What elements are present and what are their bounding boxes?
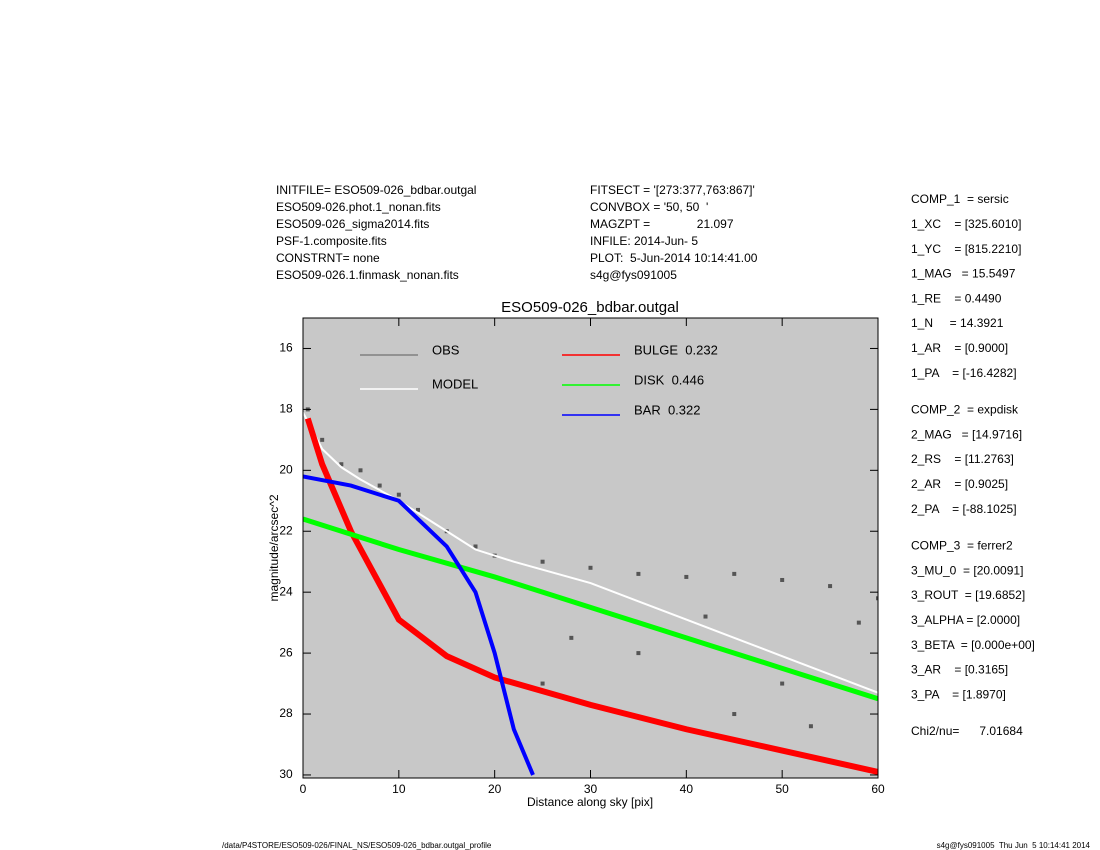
parameter: 3_MU_0 = [20.0091] xyxy=(911,563,1023,577)
parameter: COMP_2 = expdisk xyxy=(911,403,1019,417)
header-line: INITFILE= ESO509-026_bdbar.outgal xyxy=(276,183,476,197)
y-tick-label: 18 xyxy=(279,402,293,416)
x-axis-label: Distance along sky [pix] xyxy=(527,795,653,809)
model-line xyxy=(303,411,878,694)
obs-point xyxy=(540,681,545,686)
y-tick-label: 22 xyxy=(279,523,293,537)
footer-path: /data/P4STORE/ESO509-026/FINAL_NS/ESO509… xyxy=(222,841,492,850)
model-line xyxy=(304,417,878,775)
parameter: 2_AR = [0.9025] xyxy=(911,477,1008,491)
parameter: 3_ALPHA = [2.0000] xyxy=(911,613,1020,627)
footer-stamp: s4g@fys091005 Thu Jun 5 10:14:41 2014 xyxy=(937,841,1091,850)
obs-point xyxy=(396,492,401,497)
obs-point xyxy=(780,681,785,686)
parameter: 2_PA = [-88.1025] xyxy=(911,502,1017,516)
obs-point xyxy=(732,571,737,576)
obs-point xyxy=(473,544,478,549)
parameter: Chi2/nu= 7.01684 xyxy=(911,724,1023,738)
parameter: COMP_3 = ferrer2 xyxy=(911,539,1013,553)
parameter: 1_AR = [0.9000] xyxy=(911,341,1008,355)
legend-label: DISK 0.446 xyxy=(634,372,704,387)
obs-point xyxy=(636,651,641,656)
y-tick-label: 30 xyxy=(279,767,293,781)
y-tick-label: 16 xyxy=(279,341,293,355)
plot xyxy=(302,317,879,779)
y-tick-label: 24 xyxy=(279,584,293,598)
header-line: CONVBOX = '50, 50 ' xyxy=(590,200,708,214)
parameter: 1_PA = [-16.4282] xyxy=(911,366,1017,380)
obs-point xyxy=(569,635,574,640)
parameter: 1_N = 14.3921 xyxy=(911,316,1004,330)
chart-title: ESO509-026_bdbar.outgal xyxy=(501,299,679,316)
model-line xyxy=(303,474,535,776)
header-line: MAGZPT = 21.097 xyxy=(590,217,734,231)
obs-point xyxy=(876,596,878,601)
obs-point xyxy=(540,559,545,564)
header-line: PLOT: 5-Jun-2014 10:14:41.00 xyxy=(590,251,758,265)
x-tick-label: 30 xyxy=(584,782,598,796)
parameter: 3_PA = [1.8970] xyxy=(911,687,1006,701)
header-line: ESO509-026.1.finmask_nonan.fits xyxy=(276,268,459,282)
parameter: 1_YC = [815.2210] xyxy=(911,242,1021,256)
parameter: 1_XC = [325.6010] xyxy=(911,217,1021,231)
x-tick-label: 0 xyxy=(300,782,307,796)
y-axis-label: magnitude/arcsec^2 xyxy=(267,494,281,601)
obs-point xyxy=(416,507,420,512)
parameter: 2_MAG = [14.9716] xyxy=(911,427,1022,441)
obs-point xyxy=(636,571,641,576)
obs-point xyxy=(732,712,737,717)
header-line: PSF-1.composite.fits xyxy=(276,234,387,248)
legend-label: BULGE 0.232 xyxy=(634,342,718,357)
obs-point xyxy=(703,614,708,619)
obs-point xyxy=(320,437,325,442)
obs-point xyxy=(339,462,344,467)
y-tick-label: 20 xyxy=(279,462,293,476)
parameter: COMP_1 = sersic xyxy=(911,192,1009,206)
obs-point xyxy=(377,483,382,488)
x-tick-label: 50 xyxy=(775,782,789,796)
obs-point xyxy=(856,620,861,625)
obs-point xyxy=(780,577,785,582)
parameter: 2_RS = [11.2763] xyxy=(911,452,1014,466)
x-tick-label: 60 xyxy=(871,782,885,796)
header-line: ESO509-026.phot.1_nonan.fits xyxy=(276,200,441,214)
parameter: 1_MAG = 15.5497 xyxy=(911,267,1016,281)
header-line: ESO509-026_sigma2014.fits xyxy=(276,217,429,231)
x-tick-label: 10 xyxy=(392,782,406,796)
model-line xyxy=(303,516,878,702)
legend-label: MODEL xyxy=(432,376,478,391)
header-line: CONSTRNT= none xyxy=(276,251,380,265)
obs-point xyxy=(828,584,833,589)
x-tick-label: 20 xyxy=(488,782,502,796)
y-tick-label: 28 xyxy=(279,706,293,720)
legend-label: OBS xyxy=(432,342,460,357)
parameter: 3_AR = [0.3165] xyxy=(911,663,1008,677)
obs-point xyxy=(808,724,813,729)
obs-point xyxy=(588,565,593,570)
x-tick-label: 40 xyxy=(680,782,694,796)
header-line: INFILE: 2014-Jun- 5 xyxy=(590,234,698,248)
header-line: FITSECT = '[273:377,763:867]' xyxy=(590,183,755,197)
legend-label: BAR 0.322 xyxy=(634,402,701,417)
obs-point xyxy=(684,574,689,579)
header-line: s4g@fys091005 xyxy=(590,268,677,282)
parameter: 3_ROUT = [19.6852] xyxy=(911,588,1025,602)
series-group xyxy=(303,407,878,776)
obs-point xyxy=(358,468,363,473)
parameter: 1_RE = 0.4490 xyxy=(911,291,1002,305)
y-tick-label: 26 xyxy=(279,645,293,659)
parameter: 3_BETA = [0.000e+00] xyxy=(911,638,1035,652)
